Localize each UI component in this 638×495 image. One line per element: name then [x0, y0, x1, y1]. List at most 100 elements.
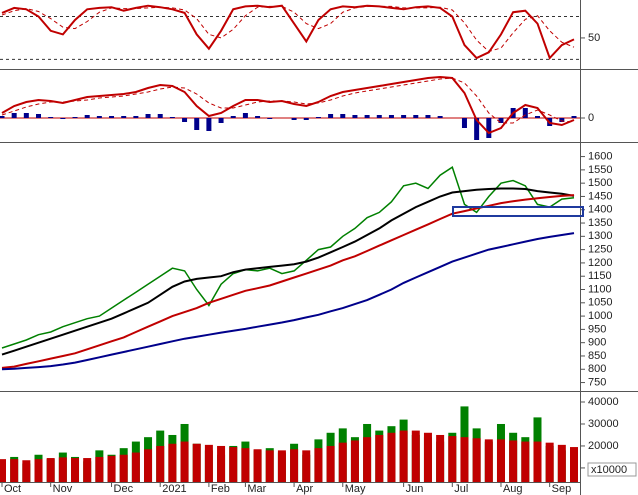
- y-tick-label: 1550: [588, 164, 612, 176]
- bar: [194, 118, 200, 130]
- x-tick-label: May: [345, 483, 366, 495]
- bar: [277, 450, 286, 482]
- bar: [472, 438, 481, 482]
- bar: [0, 116, 5, 118]
- bar: [559, 118, 565, 122]
- x-tick-label: Oct: [4, 483, 21, 495]
- x-tick-label: Jun: [406, 483, 424, 495]
- bar: [315, 117, 321, 118]
- bar: [34, 459, 43, 482]
- line: [1, 166, 575, 349]
- y-tick-label: 1500: [588, 177, 612, 189]
- bar: [72, 117, 78, 118]
- bar: [486, 118, 492, 138]
- bar: [388, 115, 394, 118]
- bar: [498, 118, 504, 123]
- bar: [425, 115, 431, 118]
- line: [1, 75, 575, 135]
- y-tick-label: 30000: [588, 418, 619, 430]
- bar: [448, 436, 457, 482]
- bar: [302, 450, 311, 482]
- bar: [229, 447, 238, 482]
- bar: [169, 117, 175, 118]
- bar: [437, 116, 443, 118]
- y-tick-label: 1200: [588, 257, 612, 269]
- bar: [303, 118, 309, 120]
- bar: [496, 439, 505, 482]
- x-tick-label: Feb: [211, 483, 230, 495]
- bar: [521, 441, 530, 482]
- bar: [11, 113, 17, 118]
- bar: [509, 440, 518, 482]
- bar: [411, 430, 420, 482]
- bar: [71, 458, 80, 482]
- bar: [340, 114, 346, 118]
- bar: [218, 118, 224, 123]
- x-tick-label: Jul: [454, 483, 468, 495]
- y-tick-label: 50: [588, 32, 600, 44]
- x-tick-label: Nov: [53, 483, 73, 495]
- bar: [83, 458, 92, 482]
- y-tick-label: 950: [588, 323, 606, 335]
- bar: [0, 459, 6, 482]
- bar: [436, 434, 445, 482]
- x-tick-label: Dec: [114, 483, 134, 495]
- bar: [338, 442, 347, 482]
- y-tick-label: 1350: [588, 217, 612, 229]
- bar: [533, 441, 542, 482]
- bar: [157, 114, 163, 118]
- y-tick-label: 20000: [588, 440, 619, 452]
- bar: [156, 445, 165, 482]
- bar: [376, 115, 382, 118]
- x-tick-label: Aug: [503, 483, 523, 495]
- bar: [387, 432, 396, 482]
- bar: [326, 445, 335, 482]
- bar: [119, 454, 128, 482]
- bar: [267, 118, 273, 119]
- bar: [109, 116, 115, 118]
- y-tick-label: 750: [588, 376, 606, 388]
- bar: [107, 455, 116, 482]
- bar: [96, 116, 102, 118]
- bar: [182, 118, 188, 122]
- bar: [522, 108, 528, 118]
- bar: [95, 456, 104, 482]
- y-tick-label: 1450: [588, 190, 612, 202]
- y-tick-label: 1300: [588, 230, 612, 242]
- bar: [557, 444, 566, 482]
- bar: [217, 445, 226, 482]
- bar: [401, 115, 407, 118]
- bar: [253, 449, 262, 482]
- y-tick-label: 1050: [588, 297, 612, 309]
- line: [1, 232, 575, 371]
- x-tick-label: Apr: [296, 483, 313, 495]
- bar: [168, 443, 177, 482]
- bar: [413, 115, 419, 118]
- bar: [291, 118, 297, 120]
- y-tick-label: 1000: [588, 310, 612, 322]
- bar: [461, 118, 467, 128]
- bar: [255, 116, 261, 118]
- line: [1, 5, 575, 53]
- x-tick-label: 2021: [162, 483, 186, 495]
- y-tick-label: 900: [588, 337, 606, 349]
- y-tick-label: 1400: [588, 204, 612, 216]
- y-tick-label: 0: [588, 112, 594, 124]
- bar: [145, 114, 151, 118]
- y-tick-label: 1100: [588, 283, 612, 295]
- y-tick-label: 1600: [588, 150, 612, 162]
- x-tick-label: Mar: [247, 483, 266, 495]
- line: [1, 187, 575, 356]
- bar: [571, 116, 577, 118]
- unit-box: [587, 462, 637, 477]
- bar: [265, 450, 274, 482]
- bar: [375, 434, 384, 482]
- bar: [46, 458, 55, 482]
- bar: [364, 115, 370, 118]
- bar: [242, 113, 248, 118]
- bar: [22, 460, 31, 482]
- bar: [192, 443, 201, 482]
- bar: [474, 118, 480, 140]
